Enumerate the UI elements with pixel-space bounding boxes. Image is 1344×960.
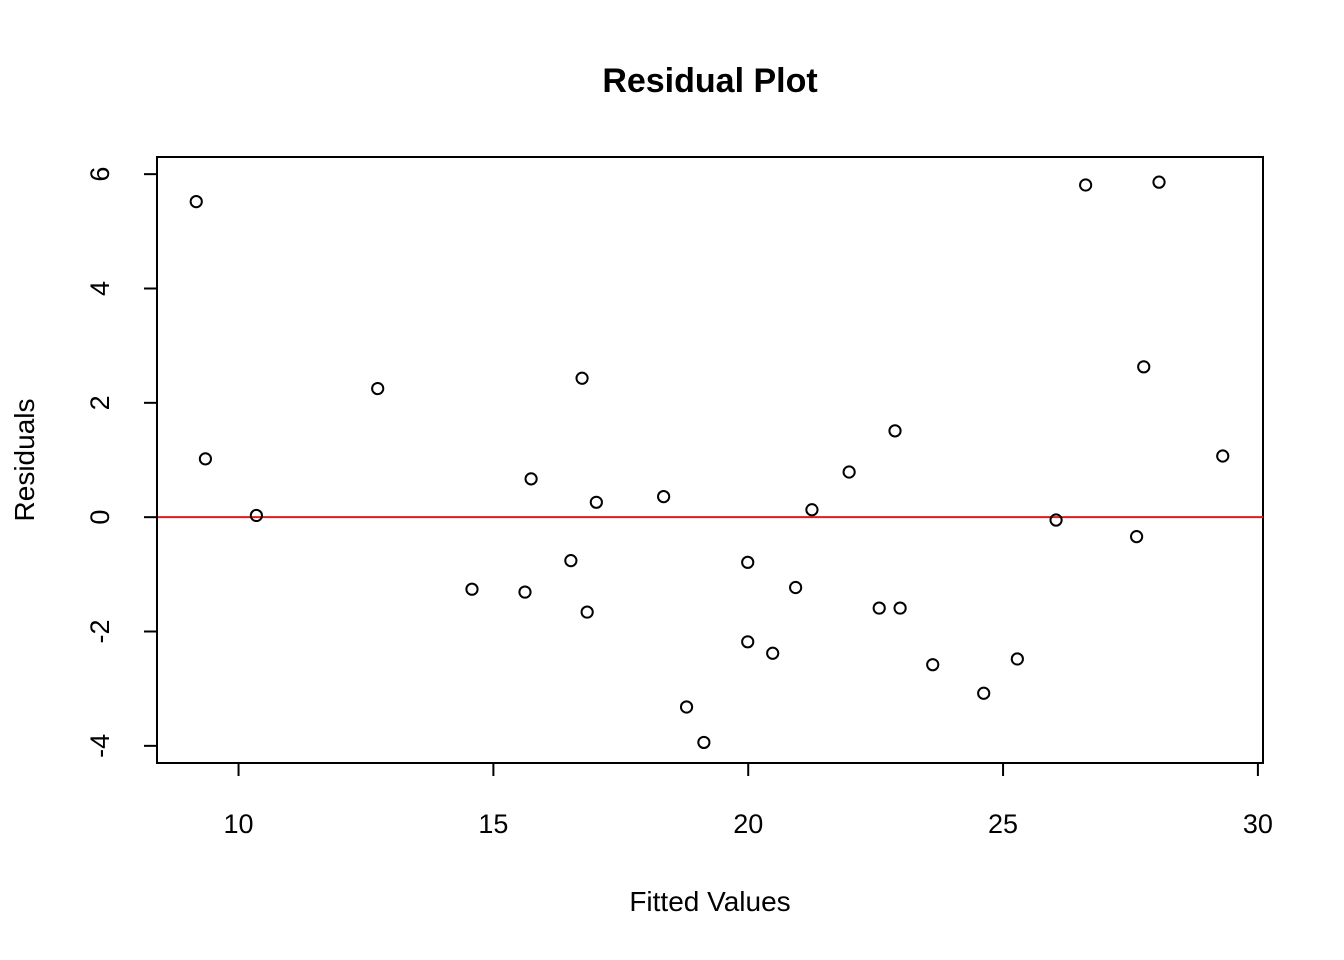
y-tick-label: -4 xyxy=(85,734,115,758)
x-tick-label: 15 xyxy=(478,809,508,839)
y-tick-label: 0 xyxy=(85,510,115,525)
data-point xyxy=(741,635,755,649)
data-point xyxy=(872,601,886,615)
x-tick-label: 25 xyxy=(988,809,1018,839)
data-point xyxy=(1079,178,1093,192)
data-points xyxy=(189,175,1230,750)
data-point xyxy=(805,503,819,517)
y-tick-label: 4 xyxy=(85,281,115,296)
data-point xyxy=(589,495,603,509)
data-point xyxy=(189,194,203,209)
y-tick-label: -2 xyxy=(85,620,115,644)
data-point xyxy=(977,686,991,700)
x-axis-label: Fitted Values xyxy=(629,886,790,917)
data-point xyxy=(697,735,711,750)
data-point xyxy=(741,555,755,569)
chart-title: Residual Plot xyxy=(602,62,817,100)
y-axis: -4 -2 0 2 4 6 xyxy=(85,167,158,758)
y-tick-label: 6 xyxy=(85,167,115,182)
data-point xyxy=(198,452,213,466)
data-point xyxy=(518,585,532,599)
data-point xyxy=(575,371,589,385)
data-point xyxy=(766,646,780,660)
x-tick-label: 20 xyxy=(733,809,763,839)
data-point xyxy=(249,508,263,523)
data-point xyxy=(1137,360,1151,374)
data-point xyxy=(1130,530,1144,544)
x-axis: 10 15 20 25 30 xyxy=(224,762,1273,839)
data-point xyxy=(679,700,694,714)
data-point xyxy=(893,601,907,615)
data-point xyxy=(888,424,902,438)
data-point xyxy=(657,489,671,504)
data-point xyxy=(580,605,594,619)
data-point xyxy=(1152,175,1166,189)
x-tick-label: 30 xyxy=(1243,809,1273,839)
data-point xyxy=(926,658,940,672)
data-point xyxy=(1049,513,1063,527)
data-point xyxy=(1010,652,1024,666)
data-point xyxy=(564,554,578,568)
data-point xyxy=(524,472,538,486)
x-tick-label: 10 xyxy=(224,809,254,839)
data-point xyxy=(789,580,803,595)
data-point xyxy=(1216,449,1230,463)
data-point xyxy=(842,465,856,479)
plot-frame xyxy=(156,156,1264,764)
y-tick-label: 2 xyxy=(85,395,115,410)
data-point xyxy=(465,582,479,596)
y-axis-label: Residuals xyxy=(9,399,40,522)
data-point xyxy=(371,381,385,396)
